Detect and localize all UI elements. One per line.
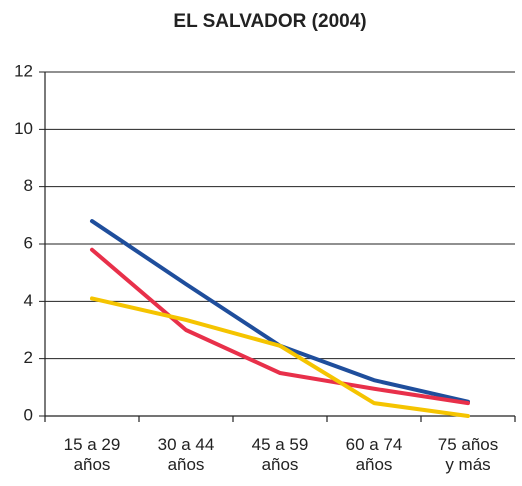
y-tick-label: 0 <box>24 405 33 424</box>
y-tick-label: 4 <box>24 291 33 310</box>
x-tick-label: 45 a 59 años <box>252 435 309 474</box>
y-tick-label: 6 <box>24 233 33 252</box>
x-tick-label: 15 a 29 años <box>64 435 121 474</box>
y-tick-label: 8 <box>24 176 33 195</box>
x-tick-label: 75 años y más <box>438 435 499 474</box>
y-tick-label: 2 <box>24 348 33 367</box>
x-tick-label: 60 a 74 años <box>346 435 403 474</box>
y-tick-label: 12 <box>14 61 33 80</box>
series-line <box>90 296 470 418</box>
chart-title: EL SALVADOR (2004) <box>173 11 366 32</box>
series-line <box>90 247 470 406</box>
y-tick-label: 10 <box>14 119 33 138</box>
x-tick-label: 30 a 44 años <box>158 435 215 474</box>
